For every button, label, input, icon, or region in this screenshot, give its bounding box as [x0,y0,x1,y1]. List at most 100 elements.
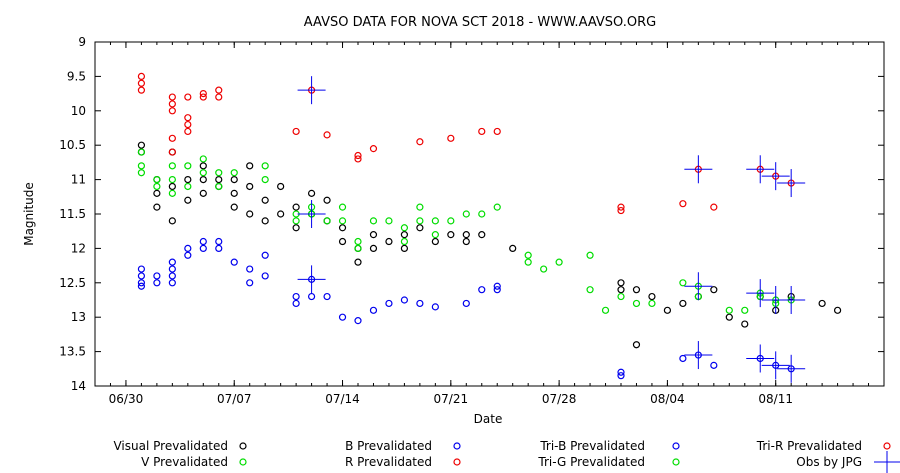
data-point [416,217,424,225]
data-point [323,131,331,139]
x-tick-label: 07/07 [217,392,252,406]
x-tick-label: 07/28 [542,392,577,406]
data-point [199,155,207,163]
data-point [338,237,347,246]
data-point [137,141,146,149]
data-point [215,176,223,184]
data-point [246,162,254,170]
data-point [725,306,733,314]
data-point [462,299,470,308]
data-point [617,203,625,211]
data-point [168,162,176,170]
data-point [215,182,223,191]
y-tick-label: 11.5 [59,207,86,221]
plot-area [137,72,842,383]
data-point-cross [777,286,806,314]
data-point [478,231,486,239]
legend-item: Tri-G Prevalidated [537,455,680,469]
data-point [617,206,625,215]
legend-item: R Prevalidated [345,455,461,469]
data-point [199,237,207,246]
data-point [833,306,842,314]
x-axis-label: Date [474,412,503,426]
data-point [400,244,409,252]
data-point [292,203,300,211]
data-point [168,189,176,197]
data-point [338,224,347,232]
data-point [199,162,207,170]
plot-frame [94,41,885,387]
data-point [168,148,176,156]
data-point [323,217,331,225]
data-point [632,286,641,294]
data-point [215,244,223,252]
data-point [369,217,378,225]
x-tick-label: 07/14 [325,392,360,406]
data-point [261,272,269,280]
series-visual-prevalidated [137,141,842,349]
data-point [354,258,362,266]
data-point-cross [684,272,713,301]
data-point [168,182,176,191]
data-point [261,196,269,204]
series-obs-by-jpg [297,76,806,383]
data-point-cross [761,162,790,191]
data-point [246,279,254,287]
data-point [540,265,548,273]
data-point [292,299,300,308]
data-point [292,292,300,301]
data-point [230,203,238,211]
data-point [524,258,532,266]
data-point [168,217,176,225]
y-tick-label: 11 [71,173,86,187]
data-point [617,292,625,301]
legend-label: R Prevalidated [345,455,432,469]
data-point [261,176,269,184]
series-tri-g-prevalidated [307,210,795,304]
data-point [663,306,672,314]
data-point [153,272,161,280]
series-r-prevalidated [137,72,718,215]
data-point [184,244,192,252]
x-tick-label: 06/30 [109,392,144,406]
data-point-cross [777,354,806,383]
data-point [215,86,223,94]
data-point [509,244,517,252]
data-point [307,292,316,301]
data-point-cross [746,344,775,373]
data-point [369,306,378,314]
legend-label: Visual Prevalidated [113,439,228,453]
data-point [307,189,316,197]
data-point [137,72,146,81]
data-point [462,231,470,239]
data-point-cross [684,155,713,184]
data-point-cross [297,76,326,105]
data-point [586,286,594,294]
data-point-cross [297,265,326,294]
data-point [277,210,285,218]
data-point [153,203,161,211]
data-point [261,251,269,259]
data-point [230,258,238,266]
data-point [246,182,254,191]
data-point [246,210,254,218]
legend-marker [672,458,680,466]
data-point [199,93,207,101]
series-tri-r-prevalidated [307,86,795,187]
data-point [215,237,223,246]
data-point-cross [684,341,713,370]
data-point [261,217,269,225]
data-point [478,127,486,136]
data-point [416,224,424,232]
data-point [168,272,176,280]
data-point [168,100,176,108]
data-point [725,313,733,321]
data-point [369,145,378,153]
data-point [184,251,192,259]
data-point [323,196,331,204]
series-tri-b-prevalidated [307,275,795,373]
data-point [385,299,393,308]
data-point [586,251,594,259]
y-tick-label: 9 [78,35,86,49]
data-point [153,182,161,191]
